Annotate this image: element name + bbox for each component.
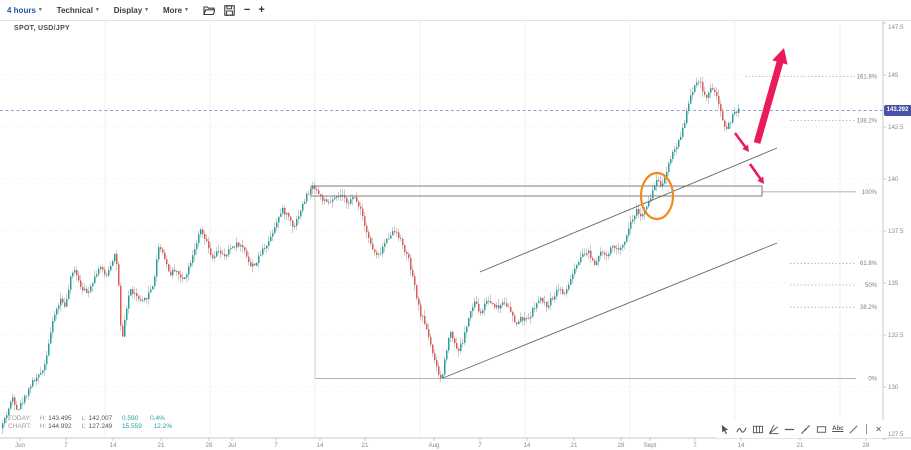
date-axis-label: 7 — [274, 442, 278, 449]
today-low-value: 142.007 — [88, 415, 113, 422]
top-toolbar: 4 hours ▾ Technical ▾ Display ▾ More ▾ −… — [0, 0, 911, 21]
candlesticks — [2, 76, 740, 434]
technical-label: Technical — [56, 5, 93, 15]
freehand-curve-icon[interactable] — [735, 423, 748, 436]
date-axis-label: 21 — [571, 442, 578, 449]
display-label: Display — [113, 5, 143, 15]
chart-label: CHART: — [8, 423, 32, 430]
date-axis-label: 28 — [863, 442, 870, 449]
close-icon[interactable]: ✕ — [875, 424, 882, 434]
price-axis-label: 137.5 — [888, 228, 904, 235]
chart-high-value: 144.992 — [48, 423, 72, 430]
fib-level-label: 50% — [865, 283, 878, 289]
chart-change-value: 15.559 — [121, 423, 142, 430]
chart-stats-row: CHART: H: 144.992 L: 127.249 15.559 12.2… — [8, 423, 182, 431]
chevron-down-icon: ▾ — [185, 7, 188, 13]
price-axis-label: 132.5 — [888, 332, 904, 339]
today-stats-row: TODAY: H: 143.495 L: 142.007 0.590 0.4% — [8, 415, 182, 423]
chevron-down-icon: ▾ — [95, 7, 99, 13]
save-icon[interactable] — [224, 4, 235, 16]
date-axis-label: 14 — [524, 442, 531, 449]
axes: 147.5 145 142.5 140 137.5 135 132.5 130 127.5 Jun… — [0, 21, 911, 449]
date-axis-label: Jun — [15, 442, 26, 449]
date-axis-label: 7 — [64, 442, 68, 449]
price-axis-label: 147.5 — [888, 24, 904, 31]
today-high-value: 143.495 — [48, 415, 72, 422]
chevron-down-icon: ▾ — [38, 7, 42, 13]
diagonal-line-icon[interactable] — [847, 423, 860, 436]
rectangle-icon[interactable] — [815, 423, 828, 436]
projection-arrow-up[interactable] — [753, 48, 788, 144]
resistance-zone-box[interactable] — [310, 185, 763, 197]
price-axis-label: 145 — [888, 72, 899, 79]
chart-low-value: 127.249 — [88, 423, 113, 430]
fib-level-label: 61.8% — [860, 261, 878, 267]
breakout-highlight-ellipse[interactable] — [639, 171, 675, 221]
text-tool-icon[interactable]: Abc — [832, 426, 844, 432]
chevron-down-icon: ▾ — [145, 7, 148, 13]
date-axis-label: Aug — [428, 442, 440, 449]
date-axis-label: 28 — [618, 442, 625, 449]
price-axis-label: 140 — [888, 176, 899, 183]
chart-change-pct: 12.2% — [153, 423, 173, 430]
horizontal-line-icon[interactable] — [783, 423, 796, 436]
today-change-pct: 0.4% — [150, 415, 165, 422]
fib-level-label: 100% — [862, 190, 878, 196]
high-label: H: — [39, 423, 47, 430]
zoom-out-button[interactable]: − — [243, 4, 251, 16]
more-label: More — [162, 5, 183, 15]
fibonacci-levels: 161.8% 138.2% 100% 61.8% 50% 38.2% 0% — [0, 75, 883, 382]
drawing-toolbar: Abc ✕ — [716, 420, 887, 438]
pointer-icon[interactable] — [719, 423, 732, 436]
date-axis-label: 21 — [362, 442, 369, 449]
open-folder-icon[interactable] — [203, 5, 215, 16]
zoom-in-button[interactable]: + — [258, 4, 265, 16]
date-axis-label: Sept — [644, 442, 657, 449]
low-label: L: — [81, 423, 87, 430]
fib-level-label: 138.2% — [857, 119, 878, 125]
timeframe-label: 4 hours — [7, 5, 36, 15]
price-stats-legend: TODAY: H: 143.495 L: 142.007 0.590 0.4% … — [8, 415, 182, 431]
date-axis-label: 14 — [110, 442, 117, 449]
timeframe-dropdown[interactable]: 4 hours ▾ — [7, 6, 42, 15]
channel-lower-trendline[interactable] — [442, 242, 778, 379]
trendline-icon[interactable] — [799, 423, 812, 436]
fib-grid-icon[interactable] — [751, 423, 764, 436]
date-axis-label: 14 — [738, 442, 745, 449]
date-axis-label: 7 — [478, 442, 482, 449]
technical-dropdown[interactable]: Technical ▾ — [57, 6, 99, 15]
symbol-label: SPOT, USD/JPY — [14, 25, 71, 32]
more-dropdown[interactable]: More ▾ — [163, 6, 188, 15]
today-label: TODAY: — [8, 415, 32, 422]
date-axis-label: 14 — [317, 442, 324, 449]
price-axis-label: 127.5 — [888, 431, 904, 438]
pullback-arrow-2[interactable] — [748, 163, 764, 184]
price-axis-label: 130 — [888, 384, 899, 391]
fib-level-label: 161.8% — [857, 75, 878, 81]
fib-level-label: 0% — [868, 376, 877, 382]
date-axis-label: Jul — [228, 442, 236, 449]
price-axis-label: 142.5 — [888, 124, 904, 131]
pullback-arrow-1[interactable] — [734, 132, 749, 152]
date-axis-label: 28 — [206, 442, 213, 449]
price-axis-label: 135 — [888, 280, 899, 287]
date-axis-label: 7 — [693, 442, 697, 449]
today-change-value: 0.590 — [121, 415, 139, 422]
display-dropdown[interactable]: Display ▾ — [114, 6, 148, 15]
high-label: H: — [39, 415, 47, 422]
toolbar-divider — [866, 424, 868, 434]
low-label: L: — [81, 415, 87, 422]
fib-level-label: 38.2% — [860, 305, 878, 311]
current-price-badge: 143.292 — [884, 105, 911, 116]
date-axis-label: 21 — [797, 442, 804, 449]
channel-upper-trendline[interactable] — [479, 147, 778, 273]
user-drawings — [310, 48, 788, 379]
angle-lines-icon[interactable] — [767, 423, 780, 436]
date-axis-label: 21 — [158, 442, 165, 449]
